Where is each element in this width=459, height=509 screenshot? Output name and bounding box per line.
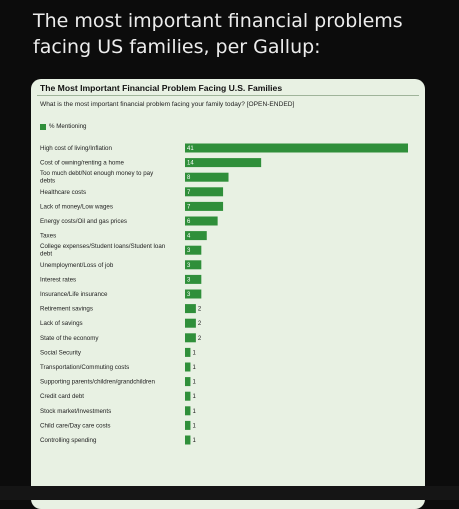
bar-value-label: 4 <box>187 234 191 240</box>
chart-question: What is the most important financial pro… <box>40 101 295 108</box>
category-label: College expenses/Student loans/Student l… <box>40 243 166 258</box>
category-label: Unemployment/Loss of job <box>40 262 114 269</box>
bar <box>185 391 191 401</box>
category-label: Too much debt/Not enough money to pay deb… <box>40 170 154 185</box>
bar <box>185 245 202 255</box>
headline: The most important financial problems fa… <box>33 10 403 58</box>
legend-swatch <box>40 123 46 130</box>
title-divider <box>37 95 419 96</box>
bar <box>185 158 262 168</box>
category-label: Taxes <box>40 233 56 240</box>
bar-value-label: 1 <box>192 350 196 356</box>
bar <box>185 172 229 182</box>
bar-value-label: 3 <box>187 277 191 283</box>
bar-value-label: 2 <box>198 307 202 313</box>
bottom-bar <box>0 486 459 500</box>
bar-value-label: 1 <box>192 409 196 415</box>
bar <box>185 289 202 299</box>
bar-value-label: 7 <box>187 190 191 196</box>
bar-value-label: 41 <box>187 146 194 152</box>
bar <box>185 143 408 153</box>
chart-title: The Most Important Financial Problem Fac… <box>40 83 283 93</box>
bar-value-label: 8 <box>187 175 191 181</box>
category-label: State of the economy <box>40 335 99 342</box>
bar <box>185 362 191 372</box>
bar <box>185 435 191 445</box>
bar-value-label: 3 <box>187 292 191 298</box>
category-label: Transportation/Commuting costs <box>40 364 129 371</box>
bar-value-label: 7 <box>187 204 191 210</box>
bar <box>185 377 191 387</box>
bar <box>185 304 196 314</box>
chart-card: The Most Important Financial Problem Fac… <box>31 79 425 509</box>
category-label: Insurance/Life insurance <box>40 291 108 298</box>
bar-value-label: 1 <box>192 394 196 400</box>
category-label: Controlling spending <box>40 437 97 444</box>
category-label: Lack of money/Low wages <box>40 203 113 210</box>
bar-value-label: 2 <box>198 336 202 342</box>
bar <box>185 420 191 430</box>
category-label: Social Security <box>40 349 82 356</box>
bar <box>185 216 218 226</box>
category-label: Supporting parents/children/grandchildre… <box>40 379 155 386</box>
bar <box>185 333 196 343</box>
bar <box>185 187 224 197</box>
chart-legend: % Mentioning <box>40 123 87 130</box>
bar-value-label: 1 <box>192 380 196 386</box>
category-label: Interest rates <box>40 276 76 283</box>
category-label: High cost of living/Inflation <box>40 145 112 152</box>
bar-value-label: 6 <box>187 219 191 225</box>
bar-value-label: 1 <box>192 365 196 371</box>
bar <box>185 347 191 357</box>
bar-value-label: 3 <box>187 248 191 254</box>
category-label: Cost of owning/renting a home <box>40 160 124 167</box>
category-label: Lack of savings <box>40 320 83 327</box>
category-label: Credit card debt <box>40 393 84 400</box>
category-label: Energy costs/Oil and gas prices <box>40 218 127 225</box>
legend-label: % Mentioning <box>49 123 87 130</box>
bar <box>185 231 207 241</box>
category-label: Child care/Day care costs <box>40 422 111 429</box>
bar-value-label: 14 <box>187 161 194 167</box>
category-label: Healthcare costs <box>40 189 86 196</box>
bar <box>185 406 191 416</box>
bar-value-label: 1 <box>192 438 196 444</box>
category-label: Stock market/Investments <box>40 408 111 415</box>
bar-value-label: 2 <box>198 321 202 327</box>
bar <box>185 260 202 270</box>
bar <box>185 201 224 211</box>
bar <box>185 318 196 328</box>
bar-value-label: 3 <box>187 263 191 269</box>
bar-value-label: 1 <box>192 423 196 429</box>
bar <box>185 274 202 284</box>
category-label: Retirement savings <box>40 306 93 313</box>
